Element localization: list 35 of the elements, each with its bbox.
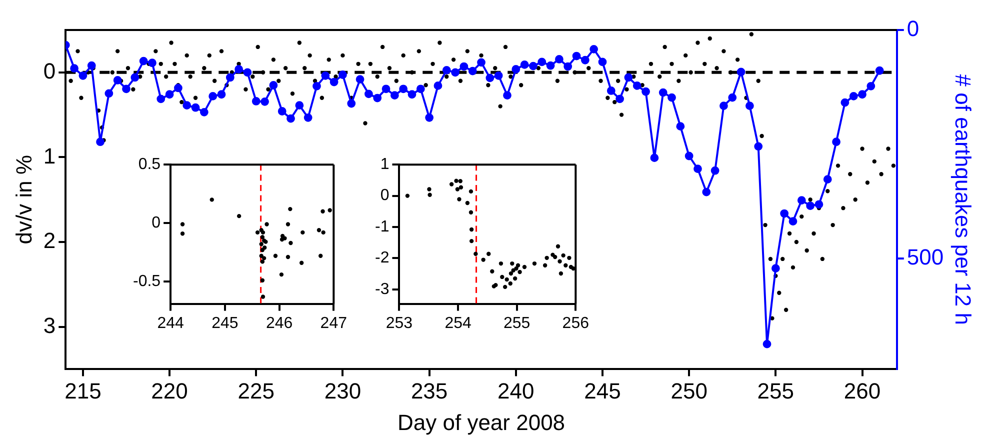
y-tick-label: -1 — [374, 218, 390, 236]
x-tick-label: 244 — [157, 314, 184, 332]
y-tick-label: 1 — [43, 143, 56, 168]
x-tick-label: 225 — [238, 378, 274, 404]
y-tick-label: 0 — [43, 58, 56, 84]
x-tick-label: 250 — [670, 378, 708, 404]
x-tick-label: 235 — [410, 378, 448, 404]
x-tick-label: 254 — [444, 314, 472, 332]
x-tick-label: 255 — [757, 378, 794, 404]
y2-tick-label: 0 — [906, 16, 920, 42]
y-tick-label: -0.5 — [132, 272, 161, 290]
y-tick-label: -2 — [374, 250, 390, 267]
y-axis-title: dv/v in % — [11, 154, 36, 244]
y-tick-label: 1 — [380, 156, 390, 174]
y-tick-label: 0 — [152, 214, 161, 232]
y-tick-label: 2 — [43, 228, 56, 254]
x-tick-label: 246 — [266, 314, 293, 332]
y-tick-label: 0 — [380, 187, 390, 204]
x-tick-label: 220 — [151, 378, 188, 404]
x-tick-label: 240 — [498, 378, 534, 404]
x-tick-label: 253 — [386, 314, 413, 332]
x-tick-label: 230 — [324, 378, 362, 404]
x-tick-label: 245 — [212, 314, 238, 332]
y2-axis-title: # of earthquakes per 12 h — [950, 74, 976, 325]
x-tick-label: 255 — [503, 314, 530, 332]
y2-tick-label: 500 — [906, 244, 944, 270]
y-tick-label: -3 — [374, 280, 390, 298]
x-tick-label: 256 — [562, 314, 590, 332]
x-tick-label: 247 — [320, 314, 348, 332]
y-tick-label: 3 — [43, 312, 56, 338]
x-tick-label: 245 — [584, 378, 621, 404]
x-tick-label: 260 — [844, 378, 881, 404]
x-axis-title: Day of year 2008 — [397, 410, 566, 435]
y-tick-label: 0.5 — [138, 156, 161, 174]
x-tick-label: 215 — [64, 378, 102, 404]
